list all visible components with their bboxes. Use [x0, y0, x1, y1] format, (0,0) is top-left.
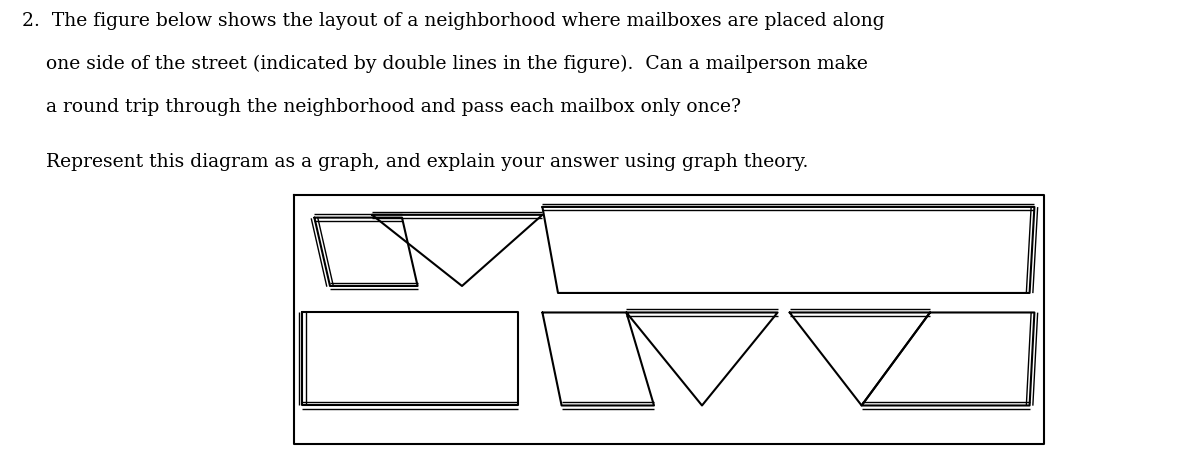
- Text: a round trip through the neighborhood and pass each mailbox only once?: a round trip through the neighborhood an…: [22, 98, 740, 116]
- Text: one side of the street (indicated by double lines in the figure).  Can a mailper: one side of the street (indicated by dou…: [22, 54, 868, 73]
- Text: 2.  The figure below shows the layout of a neighborhood where mailboxes are plac: 2. The figure below shows the layout of …: [22, 12, 884, 30]
- Text: Represent this diagram as a graph, and explain your answer using graph theory.: Represent this diagram as a graph, and e…: [22, 153, 808, 171]
